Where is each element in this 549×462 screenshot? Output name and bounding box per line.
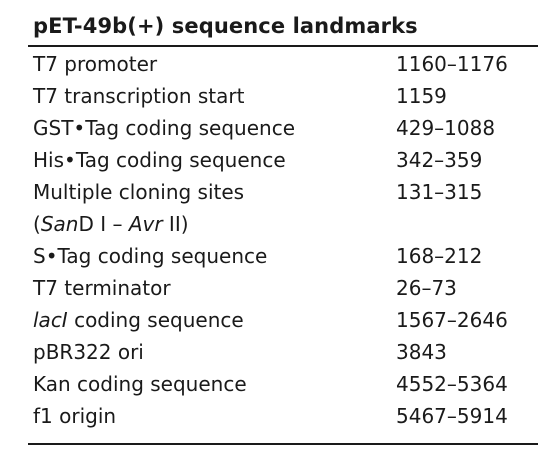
table-row: T7 terminator 26–73 (0, 272, 549, 304)
feature-location: 429–1088 (396, 116, 496, 140)
feature-name: Multiple cloning sites (33, 180, 245, 204)
feature-name: GST•Tag coding sequence (33, 116, 296, 140)
feature-location: 342–359 (396, 148, 483, 172)
table-row: Multiple cloning sites 131–315 (0, 176, 549, 208)
enzyme-san-prefix: San (40, 212, 79, 236)
feature-location: 131–315 (396, 180, 483, 204)
feature-location: 5467–5914 (396, 404, 508, 428)
feature-name: pBR322 ori (33, 340, 144, 364)
feature-name: T7 terminator (33, 276, 171, 300)
feature-location: 1567–2646 (396, 308, 508, 332)
table-row: T7 transcription start 1159 (0, 80, 549, 112)
feature-location: 4552–5364 (396, 372, 508, 396)
feature-name-rest: coding sequence (67, 308, 244, 332)
feature-name: S•Tag coding sequence (33, 244, 268, 268)
feature-location: 168–212 (396, 244, 483, 268)
feature-name: T7 promoter (33, 52, 158, 76)
feature-location: 3843 (396, 340, 447, 364)
paren-open: ( (33, 212, 41, 236)
laci-gene-name: lacI (33, 308, 68, 332)
top-rule (28, 45, 538, 47)
feature-name: T7 transcription start (33, 84, 245, 108)
feature-name: lacI coding sequence (33, 304, 244, 336)
feature-name: f1 origin (33, 404, 117, 428)
feature-location: 1159 (396, 84, 447, 108)
table-row: His•Tag coding sequence 342–359 (0, 144, 549, 176)
enzyme-sand-suffix: D I – (78, 212, 129, 236)
feature-name: Kan coding sequence (33, 372, 247, 396)
table-row: pBR322 ori 3843 (0, 336, 549, 368)
table-row: f1 origin 5467–5914 (0, 400, 549, 432)
bottom-rule (28, 443, 538, 445)
table-row: lacI coding sequence 1567–2646 (0, 304, 549, 336)
enzyme-avr-suffix: II) (162, 212, 189, 236)
table-title: pET-49b(+) sequence landmarks (33, 14, 418, 38)
feature-name-continued: (SanD I – Avr II) (33, 208, 189, 240)
feature-name: His•Tag coding sequence (33, 148, 286, 172)
feature-location: 1160–1176 (396, 52, 508, 76)
table-row: (SanD I – Avr II) (0, 208, 549, 240)
table-row: GST•Tag coding sequence 429–1088 (0, 112, 549, 144)
enzyme-avr-prefix: Avr (128, 212, 163, 236)
table-row: Kan coding sequence 4552–5364 (0, 368, 549, 400)
table-row: S•Tag coding sequence 168–212 (0, 240, 549, 272)
feature-location: 26–73 (396, 276, 457, 300)
table-row: T7 promoter 1160–1176 (0, 48, 549, 80)
